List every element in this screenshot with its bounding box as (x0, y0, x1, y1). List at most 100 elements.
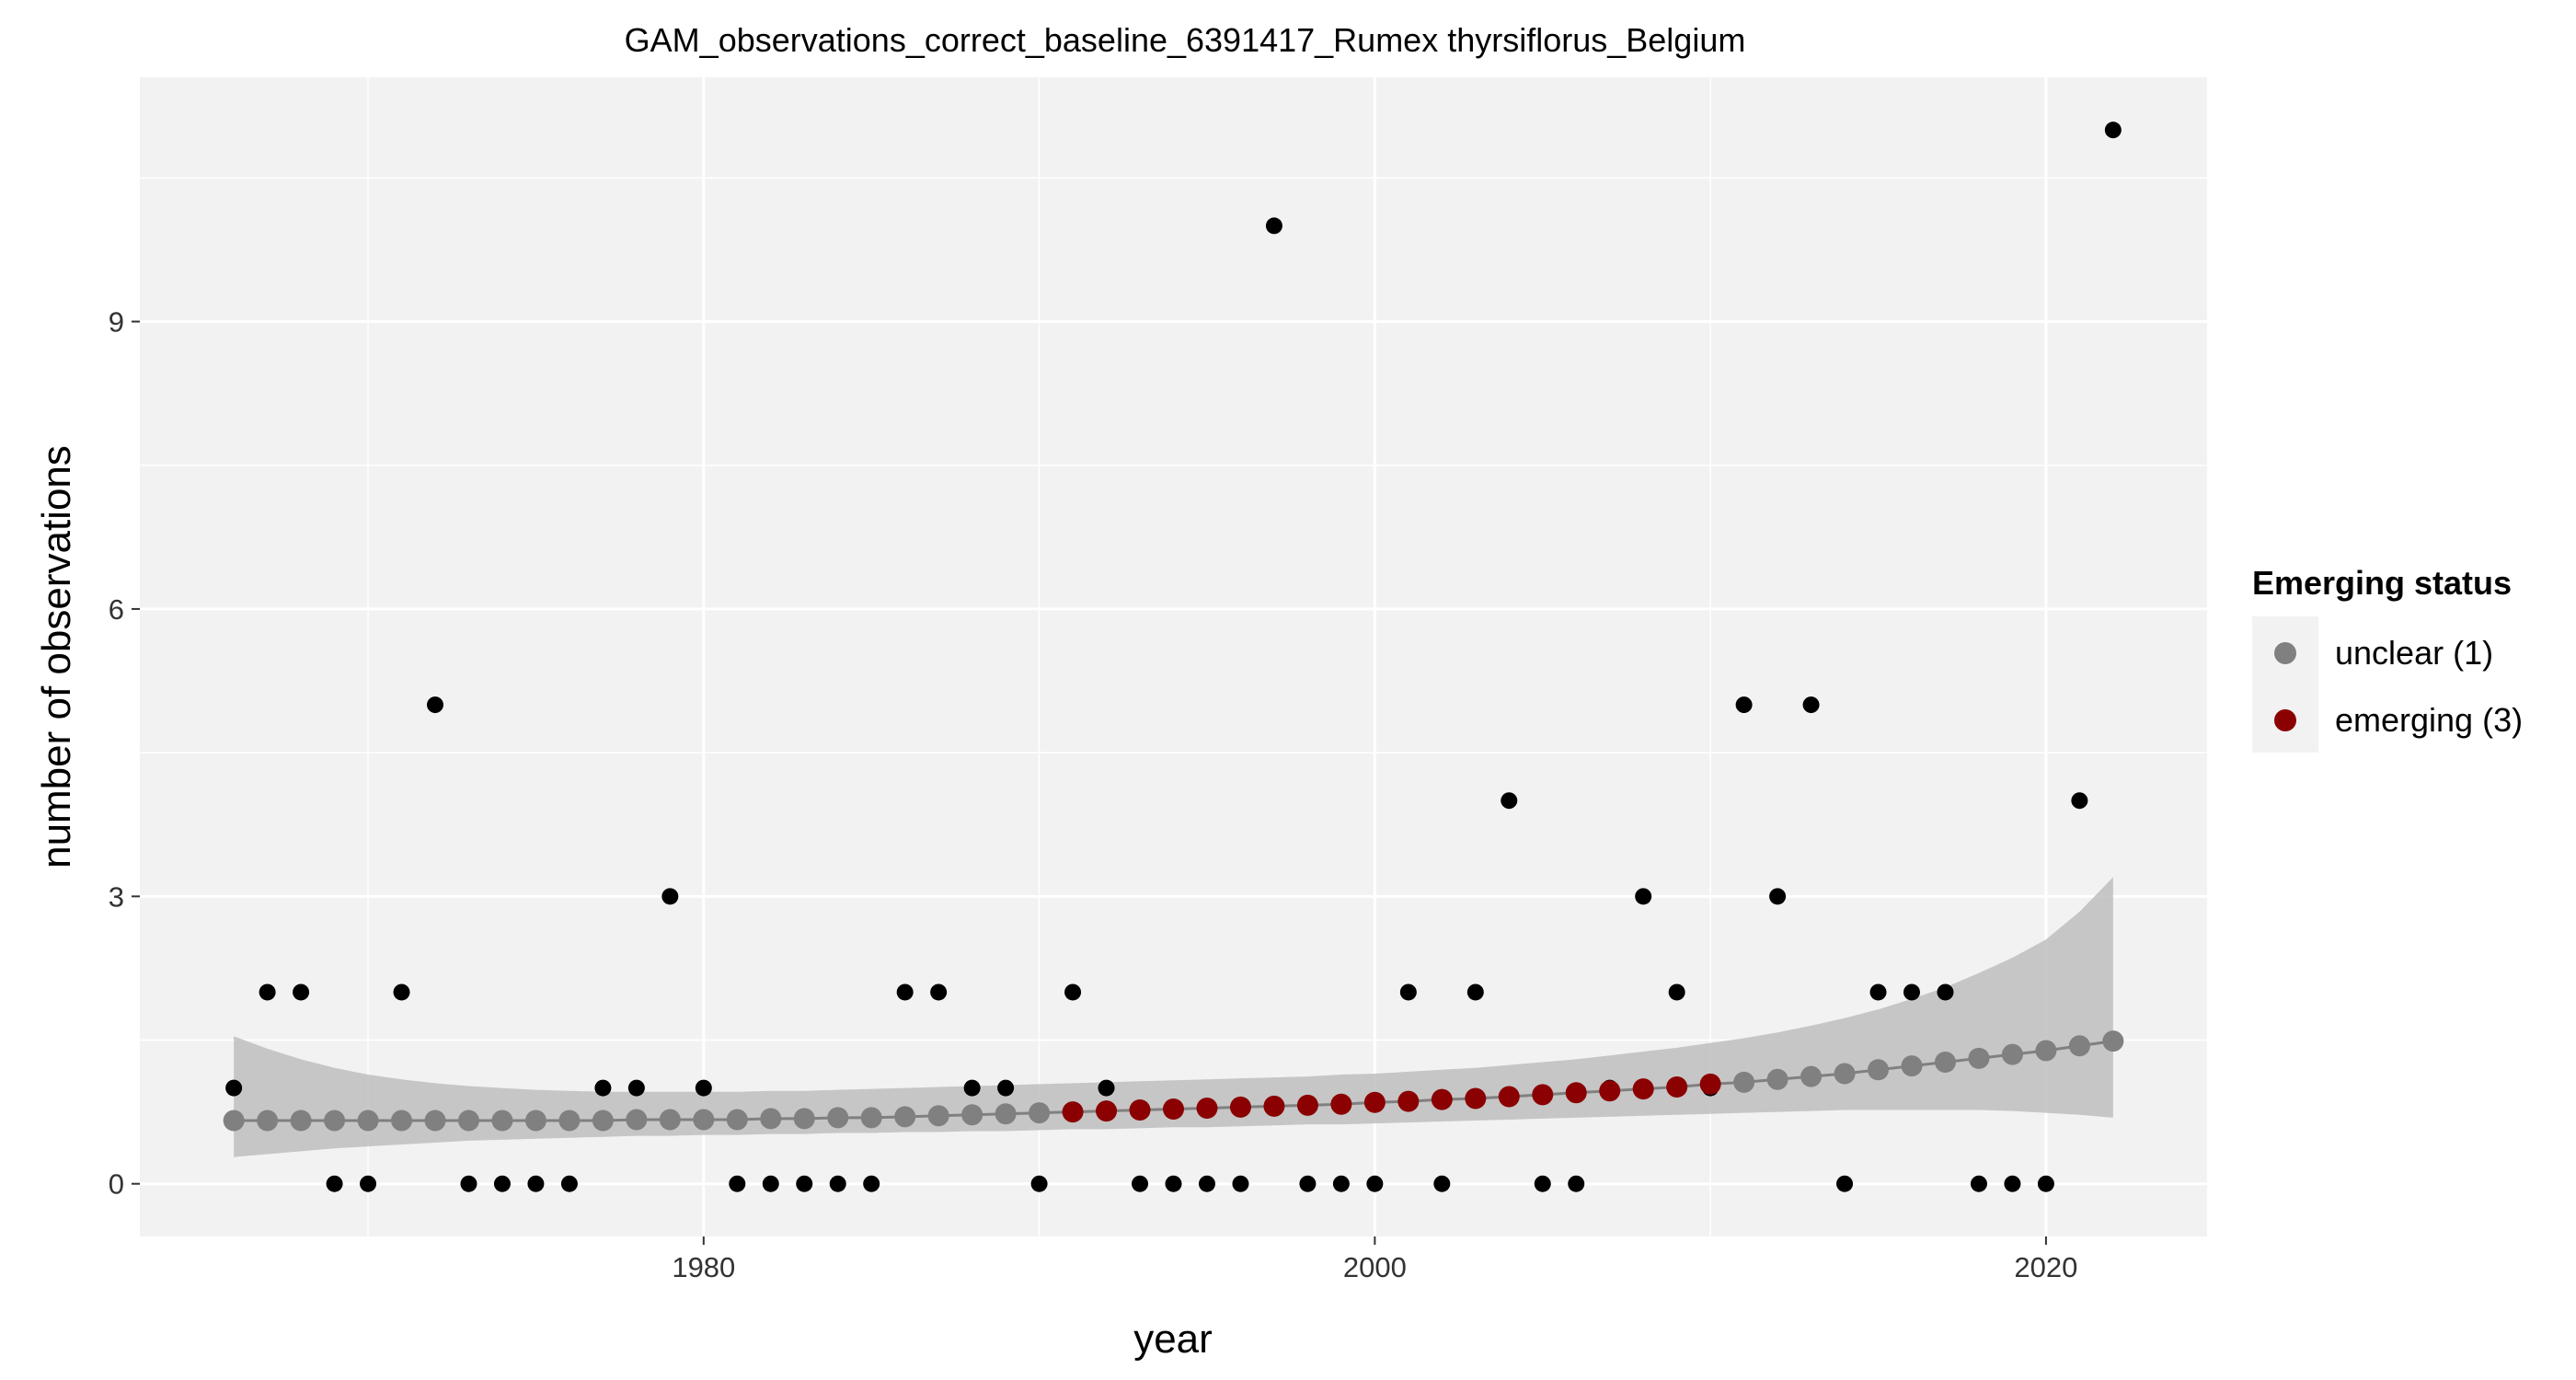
fitted-point-unclear (2102, 1030, 2124, 1052)
observed-point (393, 983, 410, 1001)
fitted-point-emerging (1666, 1076, 1688, 1098)
observed-point (1466, 983, 1484, 1001)
legend-key-background (2252, 616, 2318, 753)
fitted-point-unclear (995, 1103, 1017, 1125)
observed-point (1399, 983, 1417, 1001)
chart-title: GAM_observations_correct_baseline_639141… (625, 21, 1746, 59)
fitted-point-emerging (1296, 1094, 1318, 1116)
fitted-point-unclear (726, 1109, 748, 1131)
observed-point (997, 1079, 1015, 1097)
fitted-point-emerging (1129, 1099, 1151, 1121)
fitted-point-unclear (1968, 1047, 1990, 1069)
fitted-point-unclear (324, 1110, 346, 1132)
fitted-point-emerging (1330, 1093, 1352, 1115)
observed-point (1433, 1175, 1451, 1192)
fitted-point-emerging (1599, 1080, 1621, 1102)
y-axis: 0 3 6 9 (109, 306, 140, 1201)
grid-minor (140, 77, 2207, 1236)
fitted-point-emerging (1498, 1086, 1520, 1108)
fitted-point-emerging (1699, 1073, 1721, 1095)
observed-point (1132, 1175, 1149, 1192)
observed-point (1165, 1175, 1182, 1192)
fitted-point-emerging (1565, 1082, 1587, 1104)
fitted-point-unclear (1834, 1063, 1856, 1085)
observed-point (293, 983, 310, 1001)
fitted-point-unclear (1934, 1051, 1956, 1073)
observed-points-layer (225, 121, 2122, 1192)
observed-point (1098, 1079, 1115, 1097)
observed-point (360, 1175, 377, 1192)
x-tick-label: 2000 (1343, 1251, 1407, 1283)
observed-point (259, 983, 276, 1001)
fitted-point-unclear (391, 1110, 413, 1132)
observed-point (1735, 696, 1753, 714)
fitted-point-unclear (1733, 1071, 1755, 1093)
fitted-point-unclear (2035, 1040, 2057, 1062)
observed-point (627, 1079, 645, 1097)
fitted-point-unclear (793, 1108, 815, 1130)
legend-label-emerging: emerging (3) (2335, 701, 2523, 739)
fitted-point-unclear (290, 1110, 312, 1132)
observed-point (930, 983, 948, 1001)
fitted-point-unclear (827, 1107, 849, 1129)
fitted-point-unclear (357, 1110, 379, 1132)
observed-point (1332, 1175, 1350, 1192)
observed-point (1970, 1175, 1987, 1192)
observed-point (2037, 1175, 2054, 1192)
legend-key-emerging (2274, 709, 2296, 731)
observed-point (896, 983, 914, 1001)
observed-point (427, 696, 443, 714)
observed-point (1635, 888, 1652, 905)
fitted-point-unclear (1029, 1102, 1051, 1124)
observed-point (2004, 1175, 2021, 1192)
observed-point (225, 1079, 243, 1097)
fitted-point-unclear (693, 1109, 715, 1131)
fitted-point-unclear (592, 1110, 614, 1132)
fitted-point-emerging (1263, 1095, 1285, 1117)
observed-point (1030, 1175, 1048, 1192)
x-tick-label: 2020 (2014, 1251, 2077, 1283)
observed-point (1232, 1175, 1249, 1192)
observed-point (1366, 1175, 1384, 1192)
observed-point (326, 1175, 343, 1192)
observed-point (1802, 696, 1820, 714)
fitted-point-unclear (524, 1110, 546, 1132)
fitted-points-layer (223, 1030, 2124, 1132)
y-tick-label: 3 (109, 880, 124, 913)
observed-point (1265, 217, 1282, 235)
x-axis-title: year (1133, 1317, 1213, 1362)
observed-point (1668, 983, 1685, 1001)
fitted-point-emerging (1363, 1091, 1386, 1113)
fitted-point-unclear (760, 1108, 782, 1130)
fitted-point-emerging (1431, 1088, 1453, 1110)
legend-title: Emerging status (2252, 564, 2512, 602)
y-tick-label: 0 (109, 1168, 124, 1201)
observed-point (863, 1175, 880, 1192)
fitted-point-emerging (1196, 1097, 1218, 1119)
observed-point (527, 1175, 545, 1192)
fitted-point-emerging (1163, 1098, 1184, 1121)
fitted-point-unclear (860, 1107, 882, 1129)
observed-point (1937, 983, 1954, 1001)
observed-point (829, 1175, 846, 1192)
observed-point (1869, 983, 1887, 1001)
legend-label-unclear: unclear (1) (2335, 634, 2493, 672)
fitted-point-emerging (1532, 1084, 1554, 1106)
observed-point (1836, 1175, 1854, 1192)
fitted-point-unclear (894, 1106, 916, 1128)
fitted-point-unclear (424, 1110, 446, 1132)
observed-point (1568, 1175, 1585, 1192)
fitted-point-emerging (1397, 1090, 1420, 1112)
observed-point (1198, 1175, 1215, 1192)
fitted-point-unclear (2068, 1035, 2090, 1057)
fitted-point-unclear (558, 1110, 581, 1132)
observed-point (594, 1079, 612, 1097)
fitted-point-unclear (457, 1110, 479, 1132)
observed-point (661, 888, 679, 905)
observed-point (460, 1175, 477, 1192)
fitted-point-emerging (1632, 1078, 1654, 1100)
fitted-point-unclear (491, 1110, 513, 1132)
observed-point (729, 1175, 746, 1192)
fitted-point-unclear (1901, 1055, 1923, 1077)
